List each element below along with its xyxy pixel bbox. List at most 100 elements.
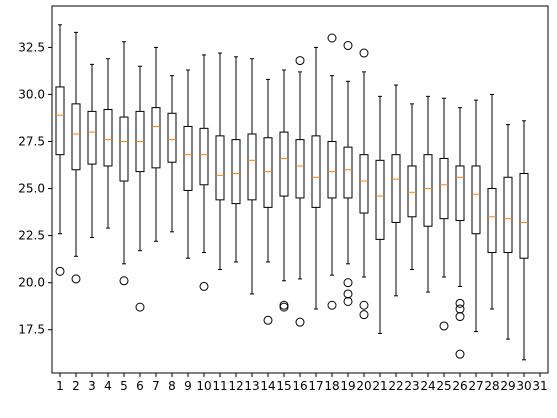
x-tick-label: 31 xyxy=(532,379,547,393)
iqr-box xyxy=(55,86,65,156)
box-14 xyxy=(263,78,273,325)
x-tick-label: 26 xyxy=(452,379,467,393)
iqr-box xyxy=(407,165,417,218)
iqr-box xyxy=(199,127,209,186)
iqr-box xyxy=(391,154,401,223)
box-24 xyxy=(423,95,433,293)
y-tick-label: 17.5 xyxy=(18,323,45,337)
box-16 xyxy=(295,56,305,327)
x-tick-label: 20 xyxy=(356,379,371,393)
y-tick-label: 20.0 xyxy=(18,276,45,290)
x-tick-label: 2 xyxy=(72,379,80,393)
box-11 xyxy=(215,52,225,270)
outlier-point xyxy=(439,321,449,331)
x-tick-label: 7 xyxy=(152,379,160,393)
box-5 xyxy=(119,41,129,286)
iqr-box xyxy=(231,139,241,205)
outlier-point xyxy=(199,281,209,291)
outlier-point xyxy=(455,349,465,359)
box-13 xyxy=(247,58,257,295)
y-tick-label: 27.5 xyxy=(18,135,45,149)
x-tick-label: 18 xyxy=(324,379,339,393)
x-tick-label: 4 xyxy=(104,379,112,393)
box-12 xyxy=(231,56,241,263)
outlier-point xyxy=(279,300,289,310)
iqr-box xyxy=(103,109,113,167)
x-tick-label: 24 xyxy=(420,379,435,393)
box-7 xyxy=(151,46,161,242)
x-tick-label: 10 xyxy=(196,379,211,393)
box-8 xyxy=(167,75,177,233)
x-tick-label: 12 xyxy=(228,379,243,393)
outlier-point xyxy=(455,298,465,308)
x-tick-label: 11 xyxy=(212,379,227,393)
box-21 xyxy=(375,95,385,334)
iqr-box xyxy=(71,103,81,171)
y-tick-label: 32.5 xyxy=(18,40,45,54)
iqr-box xyxy=(87,110,97,165)
box-15 xyxy=(279,69,289,312)
x-tick-label: 21 xyxy=(372,379,387,393)
outlier-point xyxy=(55,266,65,276)
box-28 xyxy=(487,93,497,310)
box-22 xyxy=(391,84,401,297)
y-tick-label: 30.0 xyxy=(18,87,45,101)
iqr-box xyxy=(487,188,497,254)
y-tick-label: 22.5 xyxy=(18,229,45,243)
outlier-point xyxy=(327,300,337,310)
iqr-box xyxy=(423,154,433,227)
x-tick-label: 1 xyxy=(56,379,64,393)
outlier-point xyxy=(279,302,289,312)
iqr-box xyxy=(455,165,465,222)
outlier-point xyxy=(343,41,353,51)
box-20 xyxy=(359,48,369,320)
iqr-box xyxy=(359,154,369,214)
iqr-box xyxy=(215,135,225,201)
box-26 xyxy=(455,107,465,359)
box-30 xyxy=(519,120,529,361)
box-25 xyxy=(439,97,449,331)
box-4 xyxy=(103,58,113,229)
outlier-point xyxy=(343,278,353,288)
box-2 xyxy=(71,31,81,284)
outlier-point xyxy=(359,48,369,58)
iqr-box xyxy=(327,141,337,199)
iqr-box xyxy=(167,112,177,163)
outlier-point xyxy=(71,274,81,284)
x-tick-label: 27 xyxy=(468,379,483,393)
iqr-box xyxy=(439,157,449,220)
box-6 xyxy=(135,65,145,312)
x-tick-label: 13 xyxy=(244,379,259,393)
x-tick-label: 30 xyxy=(516,379,531,393)
x-tick-label: 23 xyxy=(404,379,419,393)
x-tick-label: 17 xyxy=(308,379,323,393)
box-3 xyxy=(87,63,97,238)
iqr-box xyxy=(343,146,353,199)
x-tick-label: 19 xyxy=(340,379,355,393)
x-tick-label: 22 xyxy=(388,379,403,393)
outlier-point xyxy=(359,310,369,320)
box-18 xyxy=(327,33,337,310)
y-tick-label: 25.0 xyxy=(18,182,45,196)
outlier-point xyxy=(295,56,305,66)
iqr-box xyxy=(375,159,385,240)
x-tick-label: 3 xyxy=(88,379,96,393)
iqr-box xyxy=(279,131,289,197)
x-tick-label: 25 xyxy=(436,379,451,393)
iqr-box xyxy=(519,173,529,259)
outlier-point xyxy=(263,315,273,325)
box-19 xyxy=(343,41,353,306)
x-tick-label: 15 xyxy=(276,379,291,393)
outlier-point xyxy=(343,296,353,306)
outlier-point xyxy=(295,317,305,327)
iqr-box xyxy=(183,125,193,191)
iqr-box xyxy=(471,165,481,235)
x-axis: 1 2 3 4 5 6 7 8 9 10 11 12 13 14 15 16 17 18 19 20 21 22 23 24 2… xyxy=(56,373,548,393)
y-axis: 17.5 20.0 22.5 25.0 27.5 30.0 32.5 xyxy=(18,40,52,337)
x-tick-label: 28 xyxy=(484,379,499,393)
outlier-point xyxy=(455,304,465,314)
outlier-point xyxy=(327,33,337,43)
x-tick-label: 6 xyxy=(136,379,144,393)
